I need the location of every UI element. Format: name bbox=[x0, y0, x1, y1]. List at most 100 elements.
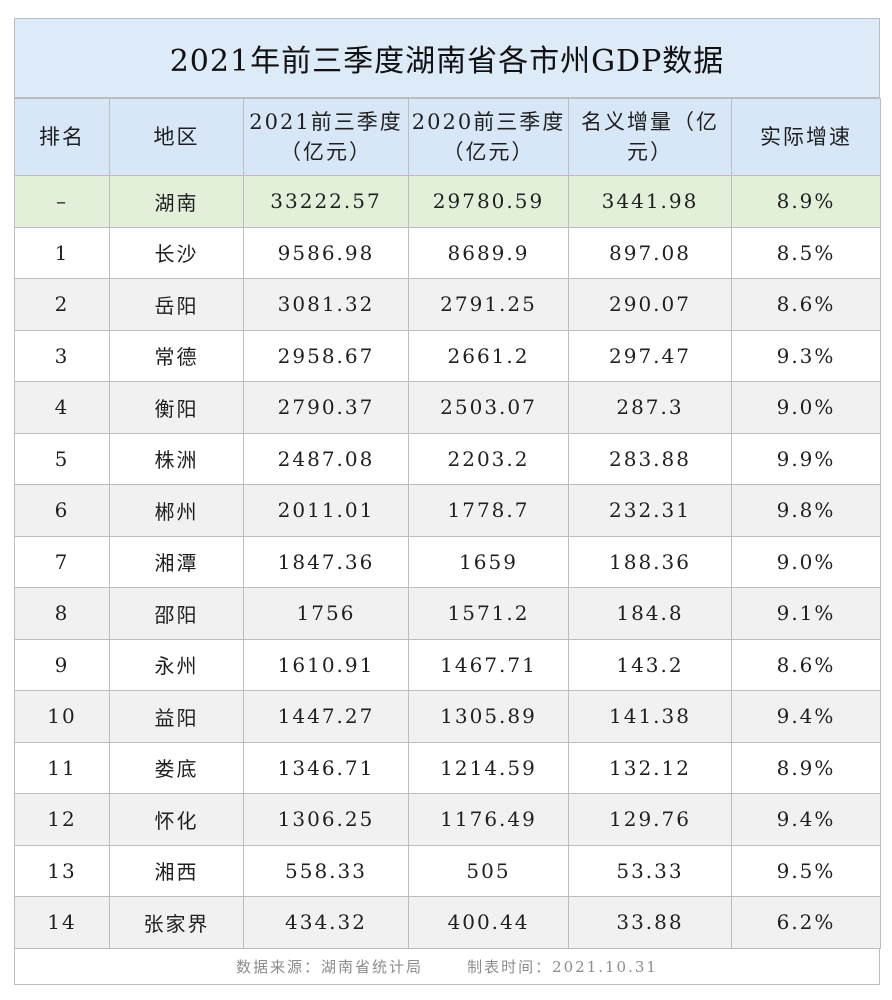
table-date: 制表时间：2021.10.31 bbox=[467, 957, 658, 976]
table-row: 5 株洲 2487.08 2203.2 283.88 9.9% bbox=[14, 432, 881, 485]
cell-gdp-2021: 558.33 bbox=[243, 844, 409, 897]
header-gdp-2020: 2020前三季度（亿元） bbox=[408, 98, 569, 176]
cell-rank: – bbox=[14, 175, 110, 228]
table-row: 3 常德 2958.67 2661.2 297.47 9.3% bbox=[14, 329, 881, 382]
header-row: 排名 地区 2021前三季度（亿元） 2020前三季度（亿元） 名义增量（亿元）… bbox=[14, 98, 881, 176]
table-row: 10 益阳 1447.27 1305.89 141.38 9.4% bbox=[14, 690, 881, 743]
cell-nominal-increase: 53.33 bbox=[568, 844, 732, 897]
header-real-growth: 实际增速 bbox=[731, 98, 881, 176]
cell-real-growth: 9.8% bbox=[731, 484, 881, 537]
cell-rank: 7 bbox=[14, 535, 110, 588]
header-nominal-increase: 名义增量（亿元） bbox=[568, 98, 732, 176]
table-row: 8 邵阳 1756 1571.2 184.8 9.1% bbox=[14, 587, 881, 640]
cell-gdp-2021: 33222.57 bbox=[243, 175, 409, 228]
cell-rank: 2 bbox=[14, 278, 110, 331]
cell-gdp-2020: 1214.59 bbox=[408, 741, 569, 794]
cell-region: 常德 bbox=[109, 329, 244, 382]
cell-nominal-increase: 143.2 bbox=[568, 638, 732, 691]
cell-gdp-2021: 1306.25 bbox=[243, 793, 409, 846]
cell-rank: 14 bbox=[14, 896, 110, 949]
gdp-table-container: 2021年前三季度湖南省各市州GDP数据 排名 地区 2021前三季度（亿元） … bbox=[14, 18, 881, 986]
cell-gdp-2020: 8689.9 bbox=[408, 226, 569, 279]
cell-region: 邵阳 bbox=[109, 587, 244, 640]
cell-real-growth: 9.4% bbox=[731, 793, 881, 846]
cell-nominal-increase: 188.36 bbox=[568, 535, 732, 588]
cell-region: 张家界 bbox=[109, 896, 244, 949]
cell-rank: 4 bbox=[14, 381, 110, 434]
cell-gdp-2021: 1447.27 bbox=[243, 690, 409, 743]
table-row: 11 娄底 1346.71 1214.59 132.12 8.9% bbox=[14, 741, 881, 794]
cell-region: 益阳 bbox=[109, 690, 244, 743]
cell-rank: 8 bbox=[14, 587, 110, 640]
table-row: 12 怀化 1306.25 1176.49 129.76 9.4% bbox=[14, 793, 881, 846]
cell-real-growth: 6.2% bbox=[731, 896, 881, 949]
table-row: 13 湘西 558.33 505 53.33 9.5% bbox=[14, 844, 881, 897]
cell-nominal-increase: 132.12 bbox=[568, 741, 732, 794]
cell-region: 郴州 bbox=[109, 484, 244, 537]
cell-gdp-2020: 1467.71 bbox=[408, 638, 569, 691]
cell-real-growth: 8.6% bbox=[731, 278, 881, 331]
cell-nominal-increase: 129.76 bbox=[568, 793, 732, 846]
cell-rank: 10 bbox=[14, 690, 110, 743]
cell-region: 衡阳 bbox=[109, 381, 244, 434]
table-row: 1 长沙 9586.98 8689.9 897.08 8.5% bbox=[14, 226, 881, 279]
cell-gdp-2020: 1176.49 bbox=[408, 793, 569, 846]
cell-real-growth: 9.9% bbox=[731, 432, 881, 485]
header-gdp-2021: 2021前三季度（亿元） bbox=[243, 98, 409, 176]
cell-gdp-2020: 505 bbox=[408, 844, 569, 897]
cell-gdp-2020: 1778.7 bbox=[408, 484, 569, 537]
table-row: 9 永州 1610.91 1467.71 143.2 8.6% bbox=[14, 638, 881, 691]
cell-gdp-2021: 2790.37 bbox=[243, 381, 409, 434]
cell-region: 株洲 bbox=[109, 432, 244, 485]
cell-rank: 5 bbox=[14, 432, 110, 485]
cell-region: 长沙 bbox=[109, 226, 244, 279]
cell-gdp-2020: 400.44 bbox=[408, 896, 569, 949]
cell-gdp-2021: 3081.32 bbox=[243, 278, 409, 331]
cell-real-growth: 8.9% bbox=[731, 741, 881, 794]
cell-region: 娄底 bbox=[109, 741, 244, 794]
table-row: 7 湘潭 1847.36 1659 188.36 9.0% bbox=[14, 535, 881, 588]
table-row: 14 张家界 434.32 400.44 33.88 6.2% bbox=[14, 896, 881, 949]
cell-gdp-2021: 2487.08 bbox=[243, 432, 409, 485]
cell-nominal-increase: 287.3 bbox=[568, 381, 732, 434]
cell-region: 永州 bbox=[109, 638, 244, 691]
cell-gdp-2021: 1756 bbox=[243, 587, 409, 640]
cell-real-growth: 9.3% bbox=[731, 329, 881, 382]
cell-gdp-2020: 2503.07 bbox=[408, 381, 569, 434]
cell-rank: 11 bbox=[14, 741, 110, 794]
cell-real-growth: 9.5% bbox=[731, 844, 881, 897]
cell-gdp-2021: 1847.36 bbox=[243, 535, 409, 588]
cell-nominal-increase: 290.07 bbox=[568, 278, 732, 331]
cell-rank: 6 bbox=[14, 484, 110, 537]
cell-gdp-2021: 2958.67 bbox=[243, 329, 409, 382]
table-footer: 数据来源：湖南省统计局 制表时间：2021.10.31 bbox=[14, 948, 880, 985]
table-row: 2 岳阳 3081.32 2791.25 290.07 8.6% bbox=[14, 278, 881, 331]
table-title: 2021年前三季度湖南省各市州GDP数据 bbox=[14, 18, 880, 98]
cell-nominal-increase: 33.88 bbox=[568, 896, 732, 949]
cell-gdp-2021: 1610.91 bbox=[243, 638, 409, 691]
table-row: 6 郴州 2011.01 1778.7 232.31 9.8% bbox=[14, 484, 881, 537]
cell-gdp-2021: 9586.98 bbox=[243, 226, 409, 279]
cell-gdp-2021: 434.32 bbox=[243, 896, 409, 949]
cell-nominal-increase: 297.47 bbox=[568, 329, 732, 382]
cell-gdp-2021: 1346.71 bbox=[243, 741, 409, 794]
cell-region: 湘西 bbox=[109, 844, 244, 897]
cell-region: 怀化 bbox=[109, 793, 244, 846]
cell-real-growth: 9.0% bbox=[731, 535, 881, 588]
header-region: 地区 bbox=[109, 98, 244, 176]
cell-region: 岳阳 bbox=[109, 278, 244, 331]
table-row-total: – 湖南 33222.57 29780.59 3441.98 8.9% bbox=[14, 175, 881, 228]
cell-rank: 13 bbox=[14, 844, 110, 897]
cell-real-growth: 9.4% bbox=[731, 690, 881, 743]
cell-gdp-2020: 1305.89 bbox=[408, 690, 569, 743]
cell-gdp-2020: 2661.2 bbox=[408, 329, 569, 382]
cell-rank: 3 bbox=[14, 329, 110, 382]
cell-nominal-increase: 3441.98 bbox=[568, 175, 732, 228]
cell-nominal-increase: 897.08 bbox=[568, 226, 732, 279]
cell-gdp-2021: 2011.01 bbox=[243, 484, 409, 537]
cell-gdp-2020: 1659 bbox=[408, 535, 569, 588]
cell-rank: 9 bbox=[14, 638, 110, 691]
header-rank: 排名 bbox=[14, 98, 110, 176]
cell-real-growth: 8.9% bbox=[731, 175, 881, 228]
cell-real-growth: 8.5% bbox=[731, 226, 881, 279]
